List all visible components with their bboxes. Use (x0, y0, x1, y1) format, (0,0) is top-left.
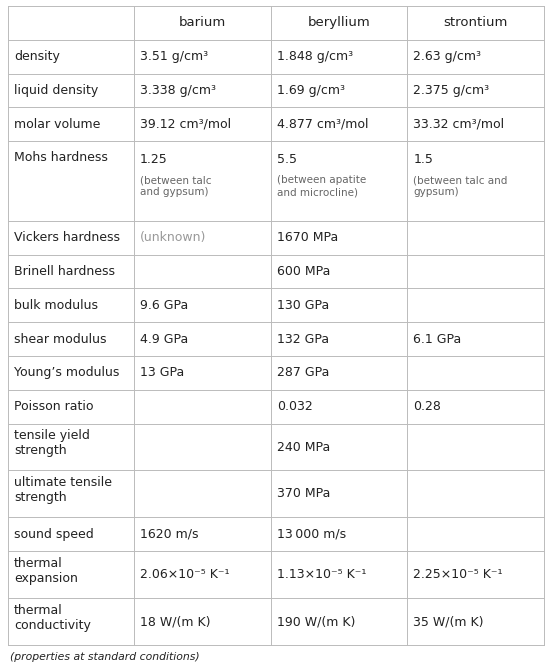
Text: 39.12 cm³/mol: 39.12 cm³/mol (140, 118, 231, 131)
Text: strontium: strontium (443, 17, 508, 29)
Text: shear modulus: shear modulus (14, 333, 106, 346)
Text: 0.28: 0.28 (413, 400, 441, 413)
Text: 9.6 GPa: 9.6 GPa (140, 299, 188, 312)
Text: liquid density: liquid density (14, 84, 98, 97)
Text: 190 W/(m K): 190 W/(m K) (277, 615, 355, 628)
Text: (between talc
and gypsum): (between talc and gypsum) (140, 175, 211, 197)
Text: 2.63 g/cm³: 2.63 g/cm³ (413, 50, 482, 63)
Text: 18 W/(m K): 18 W/(m K) (140, 615, 210, 628)
Text: 130 GPa: 130 GPa (277, 299, 329, 312)
Text: 2.25×10⁻⁵ K⁻¹: 2.25×10⁻⁵ K⁻¹ (413, 568, 503, 581)
Text: 2.375 g/cm³: 2.375 g/cm³ (413, 84, 489, 97)
Text: 4.877 cm³/mol: 4.877 cm³/mol (277, 118, 368, 131)
Text: 1.25: 1.25 (140, 153, 168, 166)
Text: 1.848 g/cm³: 1.848 g/cm³ (277, 50, 353, 63)
Text: Young’s modulus: Young’s modulus (14, 366, 120, 380)
Text: 287 GPa: 287 GPa (277, 366, 329, 380)
Text: 1.13×10⁻⁵ K⁻¹: 1.13×10⁻⁵ K⁻¹ (277, 568, 366, 581)
Text: 2.06×10⁻⁵ K⁻¹: 2.06×10⁻⁵ K⁻¹ (140, 568, 229, 581)
Text: 35 W/(m K): 35 W/(m K) (413, 615, 484, 628)
Text: density: density (14, 50, 60, 63)
Text: 6.1 GPa: 6.1 GPa (413, 333, 461, 346)
Text: 3.338 g/cm³: 3.338 g/cm³ (140, 84, 216, 97)
Text: 33.32 cm³/mol: 33.32 cm³/mol (413, 118, 505, 131)
Text: 600 MPa: 600 MPa (277, 265, 330, 278)
Text: 1620 m/s: 1620 m/s (140, 528, 198, 541)
Text: 132 GPa: 132 GPa (277, 333, 329, 346)
Text: (properties at standard conditions): (properties at standard conditions) (10, 652, 200, 662)
Text: beryllium: beryllium (307, 17, 370, 29)
Text: (between talc and
gypsum): (between talc and gypsum) (413, 175, 508, 197)
Text: 13 GPa: 13 GPa (140, 366, 184, 380)
Text: thermal
conductivity: thermal conductivity (14, 604, 91, 632)
Text: barium: barium (179, 17, 226, 29)
Text: Mohs hardness: Mohs hardness (14, 151, 108, 163)
Text: 0.032: 0.032 (277, 400, 312, 413)
Text: 240 MPa: 240 MPa (277, 440, 330, 454)
Text: thermal
expansion: thermal expansion (14, 557, 78, 585)
Text: (unknown): (unknown) (140, 231, 206, 244)
Text: tensile yield
strength: tensile yield strength (14, 429, 90, 457)
Text: Brinell hardness: Brinell hardness (14, 265, 115, 278)
Text: 1.69 g/cm³: 1.69 g/cm³ (277, 84, 345, 97)
Text: 1.5: 1.5 (413, 153, 433, 166)
Text: 1670 MPa: 1670 MPa (277, 231, 338, 244)
Text: Vickers hardness: Vickers hardness (14, 231, 120, 244)
Text: 3.51 g/cm³: 3.51 g/cm³ (140, 50, 208, 63)
Text: (between apatite
and microcline): (between apatite and microcline) (277, 175, 366, 197)
Text: 4.9 GPa: 4.9 GPa (140, 333, 188, 346)
Text: 13 000 m/s: 13 000 m/s (277, 528, 346, 541)
Text: ultimate tensile
strength: ultimate tensile strength (14, 476, 112, 504)
Text: bulk modulus: bulk modulus (14, 299, 98, 312)
Text: molar volume: molar volume (14, 118, 100, 131)
Text: sound speed: sound speed (14, 528, 94, 541)
Text: 370 MPa: 370 MPa (277, 488, 330, 500)
Text: 5.5: 5.5 (277, 153, 296, 166)
Text: Poisson ratio: Poisson ratio (14, 400, 93, 413)
